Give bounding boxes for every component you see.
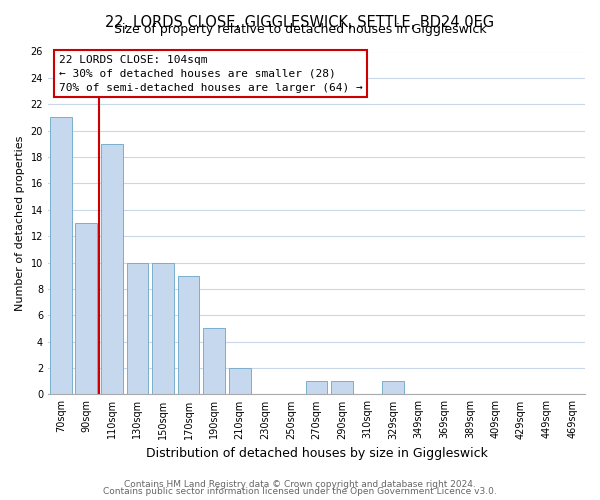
Text: Size of property relative to detached houses in Giggleswick: Size of property relative to detached ho… [113, 22, 487, 36]
Text: Contains HM Land Registry data © Crown copyright and database right 2024.: Contains HM Land Registry data © Crown c… [124, 480, 476, 489]
Text: 22 LORDS CLOSE: 104sqm
← 30% of detached houses are smaller (28)
70% of semi-det: 22 LORDS CLOSE: 104sqm ← 30% of detached… [59, 55, 362, 93]
Bar [76, 223, 97, 394]
Bar [331, 381, 353, 394]
Y-axis label: Number of detached properties: Number of detached properties [15, 136, 25, 310]
Bar [127, 262, 148, 394]
Bar [203, 328, 225, 394]
Bar [382, 381, 404, 394]
Text: Contains public sector information licensed under the Open Government Licence v3: Contains public sector information licen… [103, 487, 497, 496]
Bar [305, 381, 328, 394]
Bar [152, 262, 174, 394]
X-axis label: Distribution of detached houses by size in Giggleswick: Distribution of detached houses by size … [146, 447, 487, 460]
Bar [101, 144, 123, 395]
Bar [229, 368, 251, 394]
Text: 22, LORDS CLOSE, GIGGLESWICK, SETTLE, BD24 0EG: 22, LORDS CLOSE, GIGGLESWICK, SETTLE, BD… [106, 15, 494, 30]
Bar [178, 276, 199, 394]
Bar [50, 118, 71, 394]
